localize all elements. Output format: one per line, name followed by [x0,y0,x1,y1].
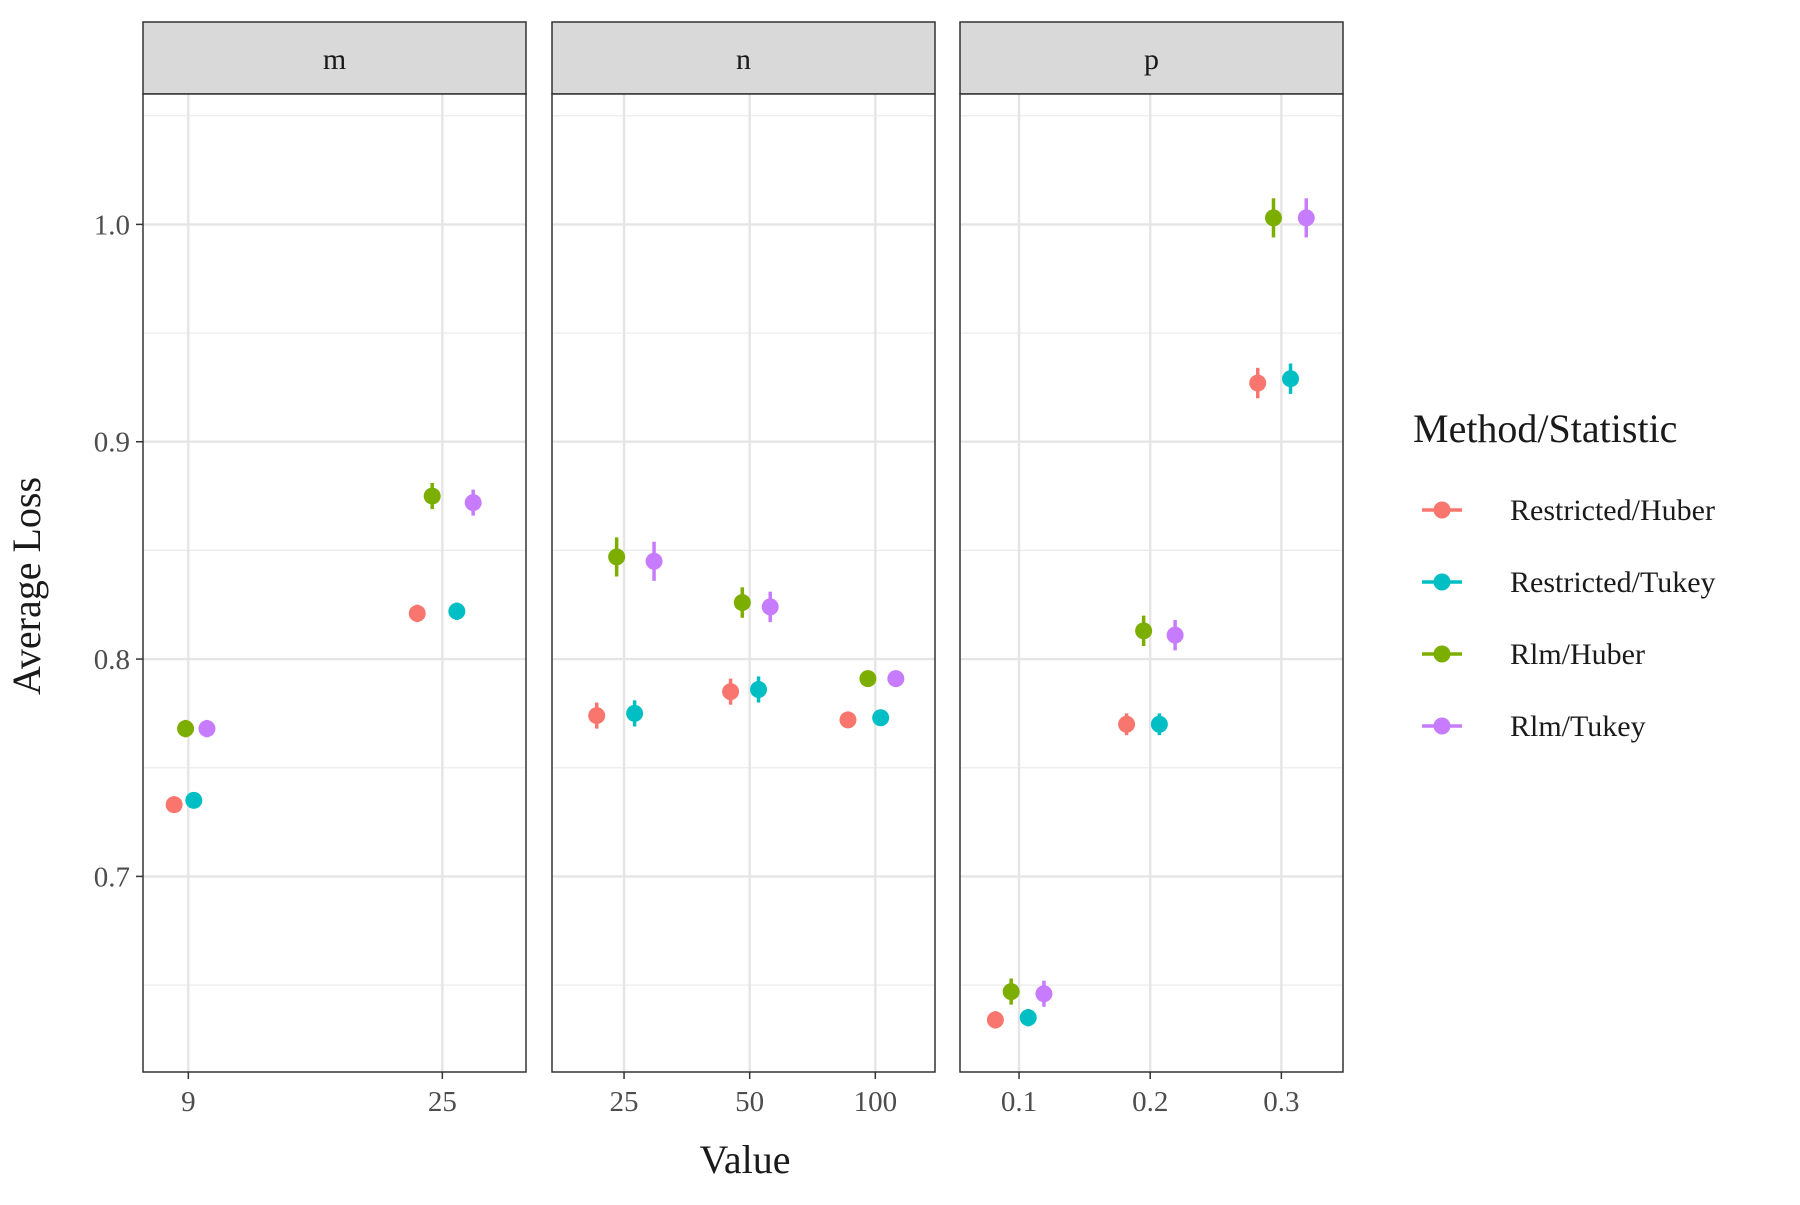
series-restricted-tukey [185,602,466,809]
data-point [626,704,644,722]
x-tick-label: 0.2 [1132,1086,1168,1118]
y-axis-title: Average Loss [4,477,49,695]
facet-strip-label: p [1144,43,1159,76]
facet-panel-m: m 9 25 [142,21,527,1118]
facet-panel-n: n 25 50 100 [551,21,936,1118]
series-restricted-tukey [1019,363,1300,1027]
data-point [464,494,482,512]
data-point [165,796,183,814]
data-point [408,604,426,622]
data-point [1118,715,1136,733]
legend-key-point [1433,645,1451,663]
data-point [859,670,877,688]
legend-label: Rlm/Tukey [1510,710,1646,743]
data-point [608,548,626,566]
x-tick-label: 0.3 [1263,1086,1299,1118]
data-point [1297,209,1315,227]
facet-panel-p: p 0.1 0.2 0.3 [959,21,1344,1118]
legend-entry: Restricted/Huber [1422,494,1715,527]
panel-background [960,94,1343,1072]
data-point [1166,626,1184,644]
data-point [761,598,779,616]
y-tick-label: 1.0 [94,209,130,241]
panel-background [552,94,935,1072]
series-rlm-huber [177,483,441,738]
series-restricted-huber [165,604,426,814]
y-tick-label: 0.8 [94,644,130,676]
x-tick-label: 9 [181,1086,196,1118]
y-tick-label: 0.7 [94,861,130,893]
panel-border [142,93,527,1073]
facet-panels: m 9 25 n 25 50 100 p 0.1 0.2 0.3 [142,21,1344,1118]
data-point [1249,374,1267,392]
legend-entry: Rlm/Tukey [1422,710,1646,743]
series-restricted-tukey [626,676,890,727]
data-point [733,594,751,612]
x-axis-title: Value [699,1137,790,1182]
series-rlm-huber [1002,198,1282,1005]
data-point [198,720,216,738]
data-point [1264,209,1282,227]
data-point [887,670,905,688]
y-axis: 0.7 0.8 0.9 1.0 [94,209,143,893]
facet-strip-label: n [736,43,751,76]
series-restricted-huber [588,678,857,729]
data-point [1282,370,1300,388]
x-tick-label: 100 [854,1086,898,1118]
x-tick-label: 25 [428,1086,457,1118]
legend: Method/Statistic Restricted/Huber Restric… [1413,406,1716,743]
data-point [645,552,663,570]
data-point [1150,715,1168,733]
data-point [1135,622,1153,640]
data-point [722,683,740,701]
panel-border [551,93,936,1073]
data-point [423,487,441,505]
data-point [185,791,203,809]
data-point [750,680,768,698]
legend-entry: Restricted/Tukey [1422,566,1716,599]
facet-strip [959,21,1344,95]
panel-border [959,93,1344,1073]
x-tick-label: 50 [735,1086,764,1118]
data-point [1019,1009,1037,1027]
y-tick-label: 0.9 [94,427,130,459]
data-point [839,711,857,729]
data-point [986,1011,1004,1029]
facet-strip [551,21,936,95]
x-tick-label: 25 [610,1086,639,1118]
data-point [872,709,890,727]
series-rlm-tukey [645,541,905,688]
panel-background [143,94,526,1072]
series-restricted-huber [986,367,1267,1029]
data-point [1035,985,1053,1003]
series-rlm-huber [608,537,877,688]
series-rlm-tukey [198,489,482,738]
legend-title: Method/Statistic [1413,406,1677,451]
data-point [177,720,195,738]
legend-key-point [1433,717,1451,735]
legend-label: Restricted/Huber [1510,494,1715,527]
data-point [588,707,606,725]
legend-label: Rlm/Huber [1510,638,1645,671]
data-point [448,602,466,620]
legend-key-point [1433,501,1451,519]
series-rlm-tukey [1035,198,1315,1007]
facet-strip-label: m [323,43,346,76]
legend-label: Restricted/Tukey [1510,566,1716,599]
legend-key-point [1433,573,1451,591]
facet-strip [142,21,527,95]
x-tick-label: 0.1 [1001,1086,1037,1118]
legend-entry: Rlm/Huber [1422,638,1645,671]
data-point [1002,983,1020,1001]
